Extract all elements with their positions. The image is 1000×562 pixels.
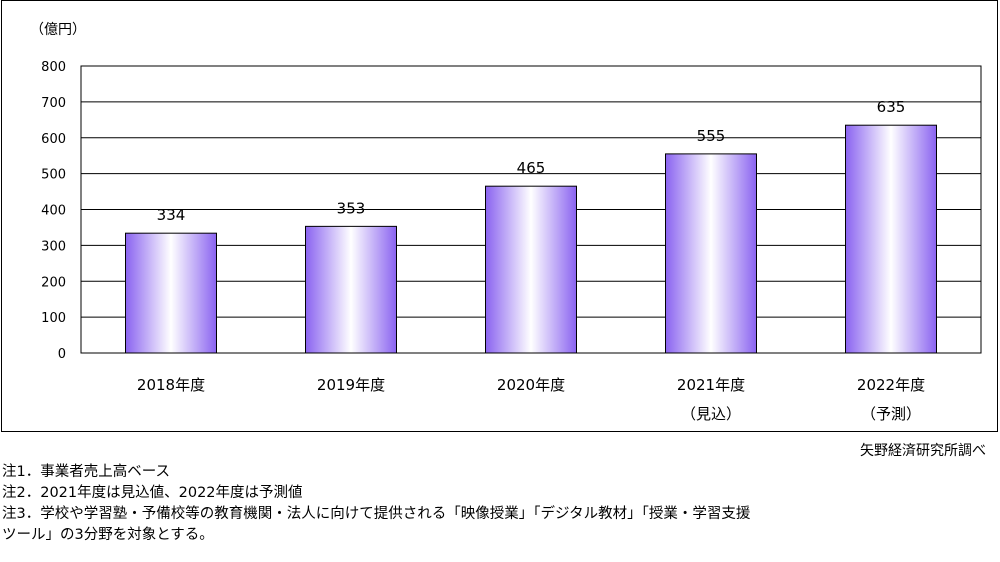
y-tick-label: 700 — [41, 96, 66, 111]
chart-frame: （億円） 0 100 200 300 400 500 600 700 800 334 353 465… — [1, 0, 998, 432]
y-axis-unit-label: （億円） — [30, 22, 86, 38]
data-label: 465 — [517, 159, 546, 177]
note-3: 注3．学校や学習塾・予備校等の教育機関・法人に向けて提供される「映像授業」「デジ… — [2, 506, 751, 522]
y-tick-label: 100 — [41, 311, 66, 326]
x-tick-label: 2021年度 — [677, 376, 745, 394]
data-label: 635 — [877, 98, 906, 116]
note-3-continued: ツール」の3分野を対象とする。 — [2, 527, 214, 543]
source-credit: 矢野経済研究所調べ — [860, 443, 986, 459]
x-tick-label: 2020年度 — [497, 376, 565, 394]
x-tick-label: 2019年度 — [317, 376, 385, 394]
note-1: 注1．事業者売上高ベース — [2, 464, 170, 480]
data-label: 334 — [157, 206, 186, 224]
bar — [485, 185, 577, 354]
bar-chart: （億円） 0 100 200 300 400 500 600 700 800 334 353 465… — [30, 22, 982, 423]
y-tick-label: 500 — [41, 168, 66, 183]
x-tick-label: 2018年度 — [137, 376, 205, 394]
y-tick-label: 300 — [41, 239, 66, 254]
y-tick-label: 400 — [41, 204, 66, 219]
data-labels: 334 353 465 555 635 — [157, 98, 906, 224]
y-tick-label: 600 — [41, 132, 66, 147]
y-tick-label: 800 — [41, 60, 66, 75]
data-label: 353 — [337, 199, 366, 217]
bar — [125, 232, 217, 354]
bars — [125, 124, 937, 354]
x-tick-sublabel: （予測） — [861, 405, 921, 423]
x-tick-sublabel: （見込） — [681, 405, 741, 423]
bar — [845, 124, 937, 354]
y-tick-label: 0 — [58, 347, 66, 362]
bar — [665, 153, 757, 354]
y-tick-label: 200 — [41, 275, 66, 290]
x-tick-label: 2022年度 — [857, 376, 925, 394]
y-tick-labels: 0 100 200 300 400 500 600 700 800 — [41, 60, 66, 362]
notes-block: 注1．事業者売上高ベース 注2．2021年度は見込値、2022年度は予測値 注3… — [2, 462, 750, 546]
note-2: 注2．2021年度は見込値、2022年度は予測値 — [2, 485, 303, 501]
bar — [305, 225, 397, 354]
x-tick-labels: 2018年度 2019年度 2020年度 2021年度 （見込） 2022年度 （予測） — [137, 376, 925, 423]
data-label: 555 — [697, 127, 726, 145]
